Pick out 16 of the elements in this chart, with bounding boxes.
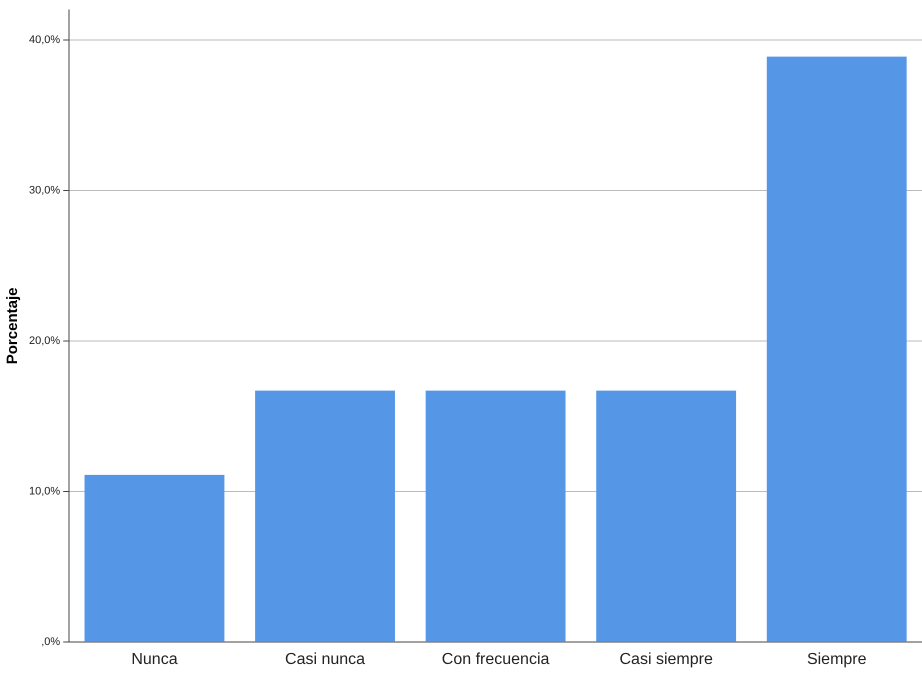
y-axis-title: Porcentaje (4, 288, 22, 364)
bar (426, 390, 566, 642)
y-tick-label: 30,0% (28, 184, 60, 197)
x-tick-label: Siempre (806, 650, 867, 668)
x-tick-label: Casi siempre (619, 650, 713, 668)
y-tick-label: 10,0% (28, 485, 60, 498)
bar (84, 474, 224, 642)
x-tick-label: Casi nunca (285, 650, 366, 668)
x-tick-label: Con frecuencia (442, 650, 550, 668)
bar (766, 56, 907, 642)
bar (596, 390, 736, 642)
bar (255, 390, 395, 642)
y-tick-label: 20,0% (28, 334, 60, 347)
y-tick-label: ,0% (41, 636, 60, 648)
x-tick-label: Nunca (131, 650, 178, 668)
y-tick-label: 40,0% (28, 34, 60, 46)
